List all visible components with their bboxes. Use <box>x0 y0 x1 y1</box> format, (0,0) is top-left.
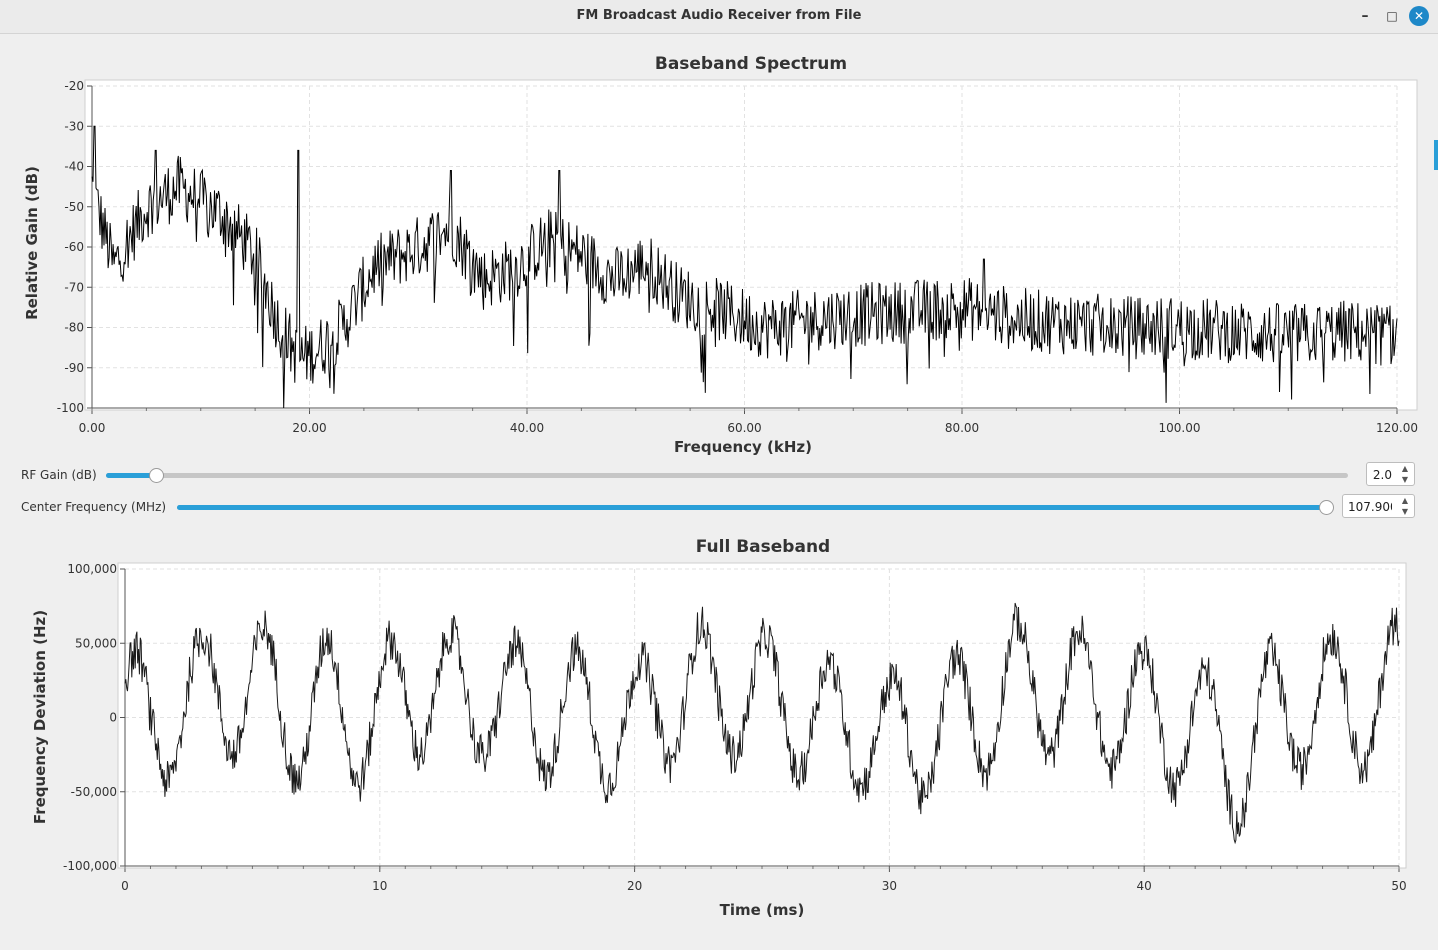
x-tick-label: 40 <box>1137 879 1152 893</box>
rf-gain-slider[interactable] <box>106 468 1348 483</box>
center-frequency-row: Center Frequency (MHz) 107.900 ▲ ▼ <box>0 494 1438 520</box>
x-tick-label: 30 <box>882 879 897 893</box>
rf-gain-spinbox[interactable]: 2.0 ▲ ▼ <box>1366 462 1415 486</box>
x-axis-label: Time (ms) <box>720 901 805 919</box>
rf-gain-fill <box>106 473 156 478</box>
baseband-spectrum-svg: Baseband Spectrum -20-30-40-50-60-70-80-… <box>23 54 1418 456</box>
spin-down-icon[interactable]: ▼ <box>1401 475 1409 484</box>
x-tick-label: 100.00 <box>1159 421 1201 435</box>
y-tick-label: -50 <box>64 200 84 214</box>
y-tick-label: -60 <box>64 240 84 254</box>
center-frequency-slider-handle[interactable] <box>1319 500 1334 515</box>
y-tick-label: -100 <box>57 401 84 415</box>
center-frequency-label: Center Frequency (MHz) <box>21 500 167 514</box>
y-tick-label: -70 <box>64 280 84 294</box>
x-ticks: 0 10 20 30 40 50 <box>121 865 1407 893</box>
x-tick-label: 20.00 <box>292 421 326 435</box>
center-frequency-spinbox[interactable]: 107.900 ▲ ▼ <box>1342 494 1415 518</box>
title-bar: FM Broadcast Audio Receiver from File – … <box>0 0 1438 34</box>
x-tick-label: 60.00 <box>727 421 761 435</box>
x-tick-label: 40.00 <box>510 421 544 435</box>
spin-up-icon[interactable]: ▲ <box>1401 496 1409 505</box>
x-tick-label: 80.00 <box>945 421 979 435</box>
y-tick-label: -90 <box>64 361 84 375</box>
x-tick-label: 0.00 <box>79 421 106 435</box>
y-tick-label: -100,000 <box>63 859 117 873</box>
x-tick-label: 50 <box>1391 879 1406 893</box>
baseband-series-line <box>124 602 1400 845</box>
rf-gain-value: 2.0 <box>1372 468 1392 482</box>
spectrum-series-line <box>91 125 1398 409</box>
chart-title: Full Baseband <box>696 537 830 557</box>
rf-gain-row: RF Gain (dB) 2.0 ▲ ▼ <box>0 462 1438 488</box>
y-tick-label: -80 <box>64 321 84 335</box>
x-ticks: 0.00 20.00 40.00 60.00 80.00 100.00 120.00 <box>79 407 1418 435</box>
y-ticks: 100,000 50,000 0 -50,000 -100,000 <box>63 562 126 873</box>
x-tick-label: 10 <box>372 879 387 893</box>
x-tick-label: 20 <box>627 879 642 893</box>
maximize-icon[interactable]: □ <box>1386 9 1398 23</box>
y-tick-label: -40 <box>64 160 84 174</box>
full-baseband-plot: Full Baseband 100,000 50,000 0 -50,000 -100,… <box>0 528 1438 932</box>
y-tick-label: 50,000 <box>75 636 117 650</box>
y-tick-label: 100,000 <box>67 562 117 576</box>
y-axis-label: Relative Gain (dB) <box>23 166 41 320</box>
full-baseband-svg: Full Baseband 100,000 50,000 0 -50,000 -100,… <box>31 537 1407 919</box>
y-axis-label: Frequency Deviation (Hz) <box>31 610 49 824</box>
y-tick-label: 0 <box>109 711 117 725</box>
center-frequency-slider[interactable] <box>177 500 1334 515</box>
center-frequency-value: 107.900 <box>1348 500 1392 514</box>
y-tick-label: -50,000 <box>71 785 117 799</box>
window-title: FM Broadcast Audio Receiver from File <box>576 8 862 23</box>
spin-up-icon[interactable]: ▲ <box>1401 464 1409 473</box>
y-ticks: -20 -30 -40 -50 -60 -70 -80 -90 -100 <box>57 79 93 415</box>
baseband-spectrum-plot: Baseband Spectrum -20 -30 -40 -50 -60 -70 -80-… <box>0 45 1438 469</box>
y-tick-label: -20 <box>64 79 84 93</box>
center-frequency-fill <box>177 505 1326 510</box>
scroll-edge-indicator <box>1434 140 1438 170</box>
chart-title: Baseband Spectrum <box>655 54 847 74</box>
x-tick-label: 0 <box>121 879 129 893</box>
rf-gain-label: RF Gain (dB) <box>21 468 97 482</box>
rf-gain-slider-handle[interactable] <box>148 468 164 483</box>
spin-down-icon[interactable]: ▼ <box>1401 507 1409 516</box>
minimize-icon[interactable]: – <box>1361 8 1369 24</box>
y-tick-label: -30 <box>64 119 84 133</box>
x-tick-label: 120.00 <box>1376 421 1418 435</box>
x-axis-label: Frequency (kHz) <box>674 438 812 456</box>
plot-area <box>117 562 1407 869</box>
close-icon[interactable]: ✕ <box>1409 6 1429 26</box>
